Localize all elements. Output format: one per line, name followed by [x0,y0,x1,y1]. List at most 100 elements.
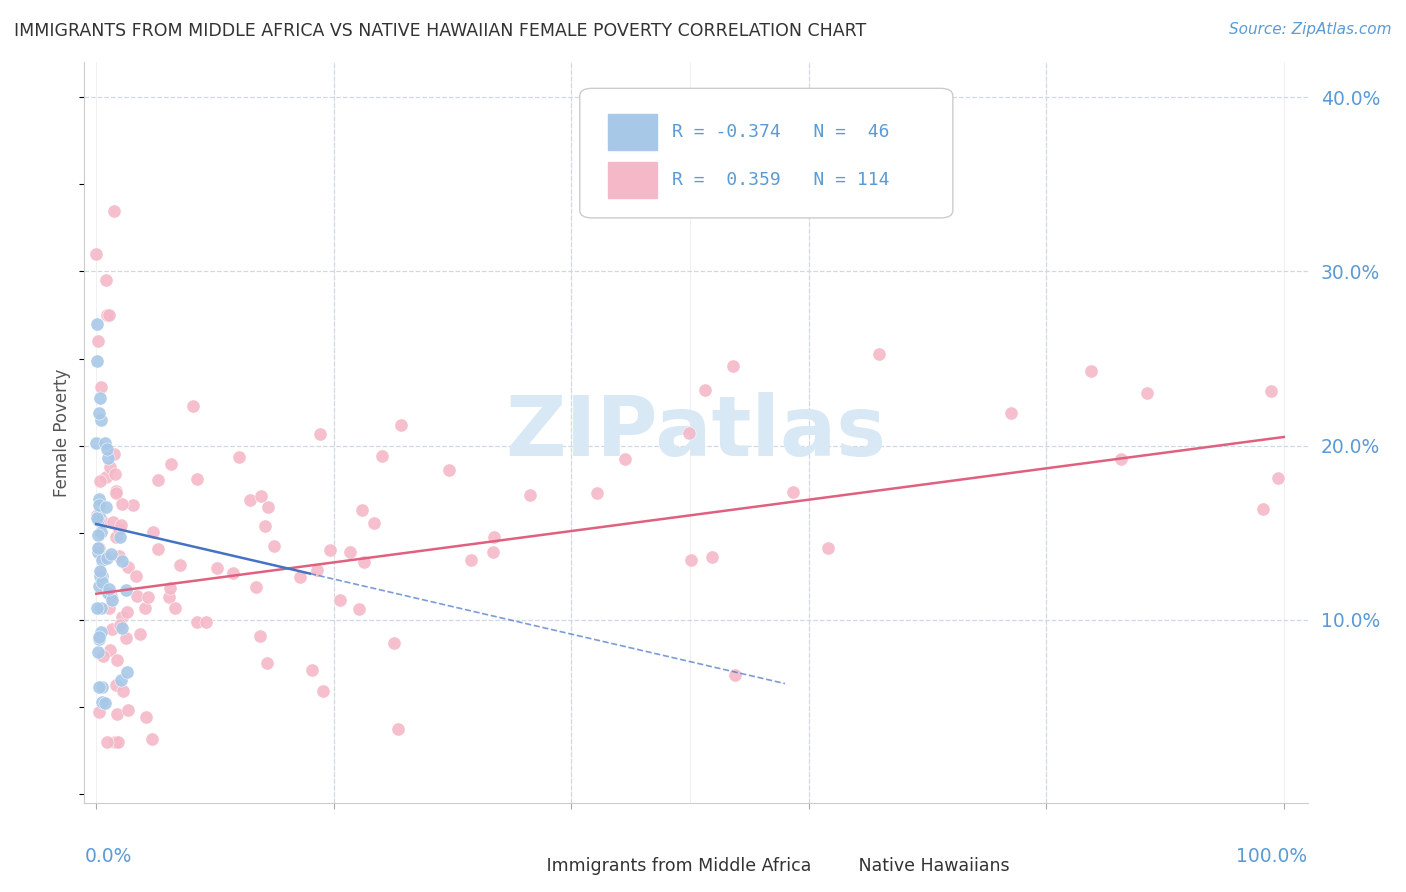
Point [94,500,117,514]
Point [90,575,112,590]
Point [115,631,138,645]
Point [107,522,129,536]
Point [363,516,385,531]
Point [186,615,208,630]
Point [86,247,108,261]
Point [115,605,138,619]
Point [111,609,134,624]
Point [89,705,111,719]
Point [89,632,111,646]
Text: Source: ZipAtlas.com: Source: ZipAtlas.com [1229,22,1392,37]
Point [1000,406,1022,420]
Point [148,541,170,556]
Text: R =  0.359   N = 114: R = 0.359 N = 114 [672,171,889,189]
Point [103,203,125,218]
Point [89,579,111,593]
Point [307,563,329,577]
Point [481,544,503,558]
Point [93,436,115,450]
Point [105,706,128,721]
Text: Immigrants from Middle Africa: Immigrants from Middle Africa [519,856,811,875]
Point [86,601,108,615]
Point [249,489,271,503]
Point [100,548,122,562]
Point [104,467,127,481]
Point [105,653,128,667]
Point [103,447,125,461]
Point [205,561,228,575]
Point [90,569,112,583]
Point [245,580,267,594]
Point [89,406,111,420]
Point [104,735,127,749]
Point [110,617,132,632]
Point [1267,471,1289,485]
Point [89,541,111,555]
Point [87,498,110,512]
Point [117,560,139,574]
Point [111,683,134,698]
Point [87,492,110,507]
Point [1251,502,1274,516]
Point [87,630,110,644]
Point [142,525,165,540]
Point [391,417,413,432]
Point [1080,364,1102,378]
Point [89,508,111,522]
Point [96,470,118,484]
Point [1136,385,1159,400]
Point [108,549,131,563]
Point [135,710,157,724]
Point [159,457,181,471]
Point [98,582,121,596]
Point [87,528,110,542]
Text: ZIPatlas: ZIPatlas [506,392,886,473]
Point [100,643,122,657]
Point [115,665,138,680]
Point [98,459,121,474]
Point [96,273,118,287]
Point [312,684,335,698]
Point [782,485,804,500]
Point [104,530,127,544]
Point [693,383,716,397]
Point [90,412,112,426]
Point [614,451,637,466]
Text: IMMIGRANTS FROM MIDDLE AFRICA VS NATIVE HAWAIIAN FEMALE POVERTY CORRELATION CHAR: IMMIGRANTS FROM MIDDLE AFRICA VS NATIVE … [14,22,866,40]
Point [263,539,285,553]
Bar [828,851,860,880]
Point [111,497,134,511]
Text: 100.0%: 100.0% [1236,847,1308,866]
Point [125,569,148,583]
Point [86,508,108,522]
Point [107,735,129,749]
Point [90,380,112,394]
Point [86,436,108,450]
Point [387,723,409,737]
Point [586,486,609,500]
Point [105,485,128,500]
Point [114,583,136,598]
Text: Native Hawaiians: Native Hawaiians [831,856,1010,875]
Point [353,555,375,569]
Point [110,673,132,688]
Point [122,498,145,512]
Point [91,680,114,694]
Point [90,549,112,563]
Point [117,703,139,717]
Point [868,347,890,361]
Point [301,664,323,678]
Point [136,591,159,605]
Point [96,551,118,566]
Point [89,474,111,488]
Point [329,592,352,607]
Point [104,678,127,692]
Point [90,524,112,539]
Point [159,581,181,595]
Bar [607,162,657,198]
Point [86,317,108,331]
Point [87,513,110,527]
Point [110,530,132,544]
Point [221,566,243,580]
Point [129,627,152,641]
